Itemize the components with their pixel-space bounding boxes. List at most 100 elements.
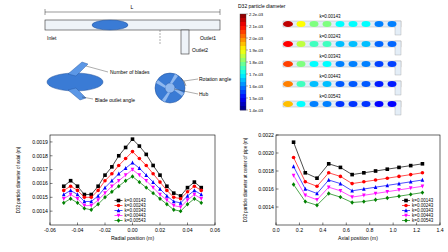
contour-panel: D32 particle diameter2.2e-032.1e-032.0e-…	[238, 3, 401, 115]
marker	[76, 189, 80, 193]
marker	[186, 190, 190, 194]
marker	[110, 184, 114, 188]
marker	[165, 202, 169, 206]
droplet-cell	[388, 61, 397, 67]
marker	[186, 198, 190, 202]
x-tick	[322, 223, 323, 226]
marker	[292, 182, 296, 186]
marker	[186, 202, 190, 206]
marker	[117, 179, 121, 183]
y-tick-label: 0.0016	[258, 186, 274, 192]
marker	[117, 199, 121, 203]
marker	[409, 186, 413, 190]
marker	[350, 173, 354, 177]
marker	[144, 153, 148, 157]
dimension-tick	[220, 9, 221, 15]
marker	[315, 198, 319, 202]
marker	[172, 191, 176, 195]
marker	[362, 194, 366, 198]
marker	[421, 178, 425, 182]
blade	[162, 92, 170, 102]
pipe	[283, 21, 401, 27]
marker	[303, 194, 307, 198]
colorbar-segment	[240, 62, 246, 66]
x-tick-label: 0.8	[366, 227, 373, 233]
marker	[96, 189, 100, 193]
droplet-cell	[375, 101, 384, 107]
droplet-cell	[388, 101, 397, 107]
x-tick-label: 0.00	[127, 227, 137, 233]
marker	[131, 168, 135, 172]
y-tick	[50, 155, 53, 156]
droplet-cell	[297, 101, 306, 107]
droplet-cell	[283, 41, 293, 47]
x-axis-label: Radial position (m)	[111, 235, 155, 241]
marker	[117, 154, 121, 158]
marker	[165, 189, 169, 193]
row-label: k=0.00443	[319, 74, 341, 79]
marker	[409, 192, 413, 196]
y-tick	[276, 135, 279, 136]
marker	[76, 197, 80, 201]
marker	[158, 173, 162, 177]
line-chart: -0.06-0.04-0.020.000.020.040.060.00140.0…	[16, 135, 220, 241]
row-label: k=0.00143	[319, 14, 341, 19]
pipe	[45, 20, 220, 30]
y-tick	[50, 183, 53, 184]
colorbar-segment	[240, 34, 246, 38]
x-tick-label: 0.02	[155, 227, 165, 233]
marker	[362, 180, 366, 184]
colorbar-segment	[240, 14, 246, 18]
legend-label: k=0.00543	[125, 218, 147, 223]
droplet-cell	[349, 81, 358, 87]
x-tick-label: 1.4	[436, 227, 443, 233]
marker	[158, 180, 162, 184]
marker	[83, 206, 87, 210]
pipe	[283, 41, 401, 47]
y-tick-label: 0.0018	[258, 168, 274, 174]
diagram-label: Outlet2	[192, 47, 208, 53]
marker	[327, 178, 331, 182]
colorbar-segment	[240, 94, 246, 98]
x-tick	[299, 223, 300, 226]
marker	[350, 195, 354, 199]
marker	[103, 185, 107, 189]
y-tick-label: 0.0022	[258, 132, 274, 138]
colorbar-label: 2.0e-03	[249, 36, 264, 41]
colorbar-label: 1.6e-03	[249, 84, 264, 89]
marker	[62, 192, 66, 196]
marker	[83, 199, 87, 203]
blade	[156, 80, 166, 88]
colorbar-label: 2.1e-03	[249, 24, 264, 29]
marker	[397, 166, 401, 170]
marker	[362, 171, 366, 175]
marker	[110, 190, 114, 194]
marker	[385, 190, 389, 194]
dimension-line	[160, 30, 161, 45]
colorbar-segment	[240, 90, 246, 94]
marker	[179, 201, 183, 205]
pipe	[283, 101, 401, 107]
marker	[193, 196, 197, 200]
marker	[292, 164, 296, 168]
marker	[199, 197, 203, 201]
marker	[117, 184, 121, 188]
marker	[89, 196, 93, 200]
marker	[103, 195, 107, 199]
colorbar-label: 1.8e-03	[249, 60, 264, 65]
colorbar-segment	[240, 38, 246, 42]
marker	[165, 194, 169, 198]
y-tick	[50, 141, 53, 142]
marker	[76, 201, 80, 205]
colorbar-tick	[246, 110, 248, 111]
marker	[385, 176, 389, 180]
marker	[362, 187, 366, 191]
colorbar-segment	[240, 50, 246, 54]
marker	[199, 189, 203, 193]
marker	[179, 209, 183, 213]
x-tick	[105, 223, 106, 226]
geometry-diagram: LInletOutlet1Outlet2Number of bladesBlad…	[45, 4, 231, 103]
colorbar-segment	[240, 58, 246, 62]
marker	[76, 192, 80, 196]
legend-label: k=0.00543	[412, 218, 434, 223]
